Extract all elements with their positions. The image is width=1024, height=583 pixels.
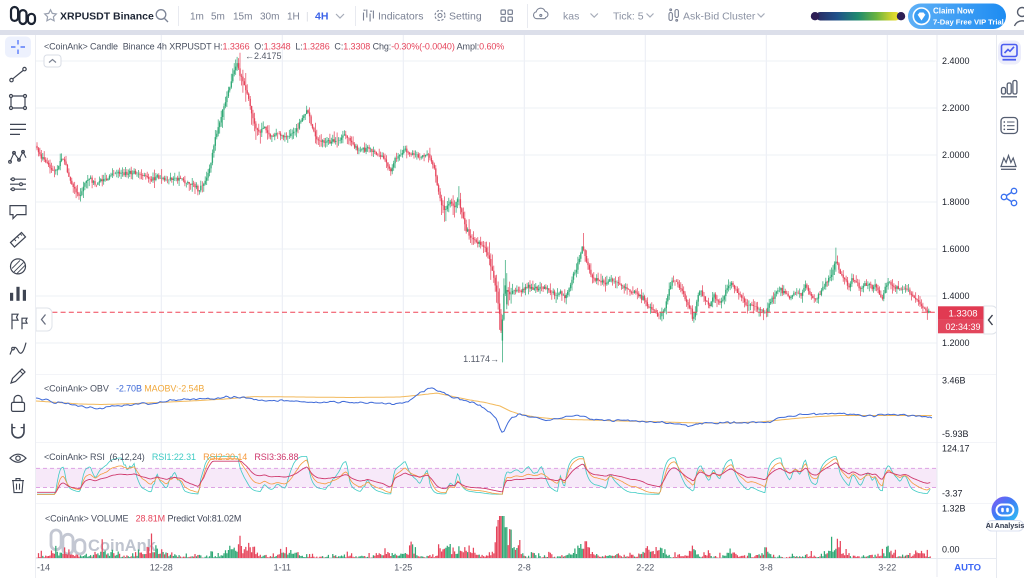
svg-text:AI Analysis: AI Analysis <box>986 521 1024 530</box>
svg-text:kas: kas <box>563 11 579 23</box>
svg-text:1m: 1m <box>190 12 204 23</box>
svg-text:←2.4175: ←2.4175 <box>245 51 282 61</box>
svg-text:Ask-Bid Cluster: Ask-Bid Cluster <box>683 11 756 23</box>
svg-text:<CoinAnk> VOLUME 28.81M Pred: <CoinAnk> VOLUME 28.81M Predict Vol:81.0… <box>45 514 241 524</box>
svg-text:<CoinAnk> RSI (6,12,24) RSI: <CoinAnk> RSI (6,12,24) RSI1:22.31 RSI2:… <box>44 452 298 462</box>
svg-text:AUTO: AUTO <box>954 563 981 574</box>
svg-text:12-28: 12-28 <box>150 563 173 573</box>
svg-text:CoinAnk: CoinAnk <box>88 537 157 555</box>
svg-text:15m: 15m <box>233 12 252 23</box>
svg-text:1-11: 1-11 <box>274 563 291 573</box>
svg-text:Claim Now: Claim Now <box>933 7 975 16</box>
svg-text:1H: 1H <box>287 12 300 23</box>
svg-text:3-22: 3-22 <box>878 563 896 573</box>
svg-text:1.32B: 1.32B <box>942 504 966 514</box>
svg-text:3-8: 3-8 <box>760 563 773 573</box>
svg-text:0.00: 0.00 <box>942 545 960 555</box>
svg-text:1.8000: 1.8000 <box>942 197 970 207</box>
svg-text:3.46B: 3.46B <box>942 376 966 386</box>
svg-text:1-25: 1-25 <box>394 563 412 573</box>
svg-text:02:34:39: 02:34:39 <box>945 322 980 332</box>
svg-text:<CoinAnk> OBV -2.70B MAOBV:-: <CoinAnk> OBV -2.70B MAOBV:-2.54B <box>44 384 204 394</box>
svg-text:2.2000: 2.2000 <box>942 103 970 113</box>
svg-text:Binance: Binance <box>113 11 154 23</box>
svg-text:2.4000: 2.4000 <box>942 56 970 66</box>
svg-text:2.0000: 2.0000 <box>942 150 970 160</box>
svg-text:7-Day Free VIP Trial: 7-Day Free VIP Trial <box>933 18 1004 27</box>
svg-text:-3.37: -3.37 <box>942 489 963 499</box>
svg-text:4H: 4H <box>315 11 328 23</box>
svg-text:2-8: 2-8 <box>518 563 531 573</box>
svg-text:1.2000: 1.2000 <box>942 338 970 348</box>
svg-text:2-22: 2-22 <box>636 563 654 573</box>
svg-text:Tick: 5: Tick: 5 <box>613 11 644 23</box>
svg-text:1.3308: 1.3308 <box>948 308 977 319</box>
svg-text:1.4000: 1.4000 <box>942 291 970 301</box>
svg-text:124.17: 124.17 <box>942 444 970 454</box>
svg-text:-5.93B: -5.93B <box>942 429 969 439</box>
svg-text:1.6000: 1.6000 <box>942 244 970 254</box>
svg-text:-14: -14 <box>37 563 50 573</box>
svg-text:30m: 30m <box>260 12 279 23</box>
svg-text:Setting: Setting <box>449 11 482 23</box>
svg-text:5m: 5m <box>211 12 225 23</box>
svg-text:|: | <box>306 12 309 23</box>
svg-text:1.1174→: 1.1174→ <box>463 354 499 364</box>
svg-text:XRPUSDT: XRPUSDT <box>60 11 111 23</box>
svg-text:<CoinAnk> Candle Binance 4h X: <CoinAnk> Candle Binance 4h XRPUSDT H:1.… <box>44 42 504 52</box>
svg-text:Indicators: Indicators <box>378 11 424 23</box>
